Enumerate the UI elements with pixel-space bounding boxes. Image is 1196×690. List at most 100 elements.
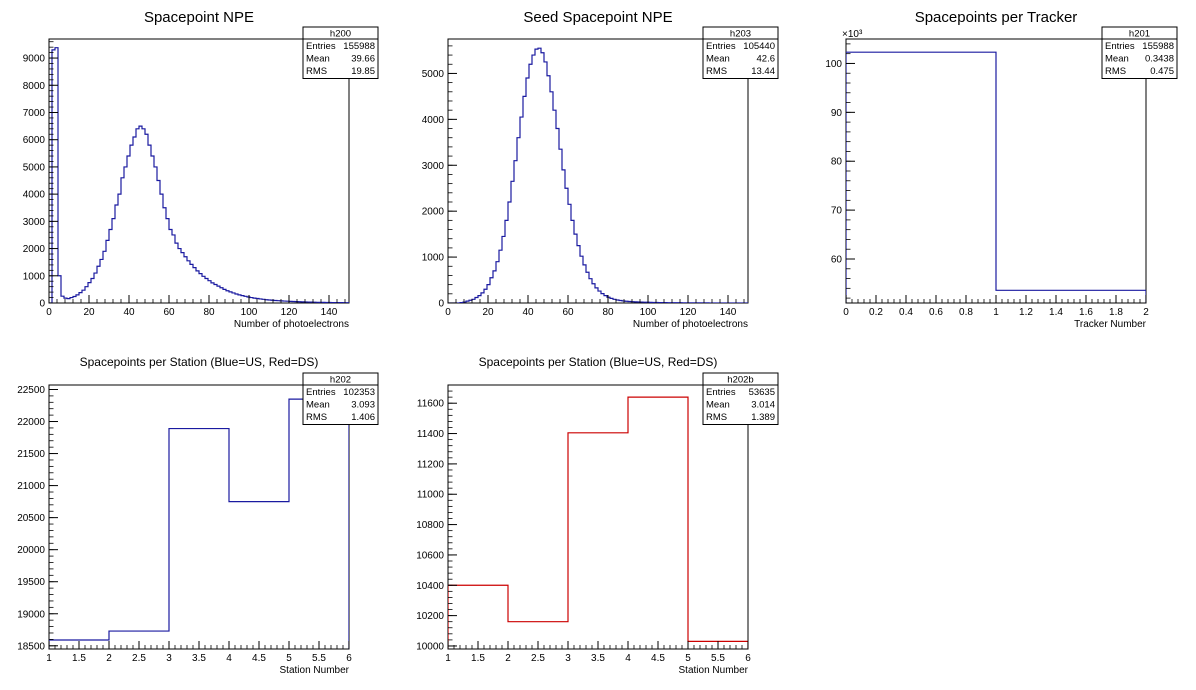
x-tick-label: 0.4 — [899, 307, 913, 318]
x-tick-label: 40 — [522, 307, 534, 318]
y-tick-label: 10000 — [416, 641, 444, 652]
y-tick-label: 10800 — [416, 520, 444, 531]
x-tick-label: 1.5 — [72, 653, 86, 664]
y-tick-label: 100 — [825, 59, 842, 70]
x-tick-label: 1 — [46, 653, 52, 664]
chart-seednpe: Seed Spacepoint NPE010002000300040005000… — [422, 9, 779, 330]
x-tick-label: 6 — [745, 653, 751, 664]
x-tick-label: 2.5 — [132, 653, 146, 664]
y-tick-label: 2000 — [23, 244, 46, 255]
x-tick-label: 100 — [640, 307, 657, 318]
chart-title: Spacepoints per Tracker — [915, 9, 1078, 26]
x-tick-label: 1 — [445, 653, 451, 664]
y-tick-label: 1000 — [422, 253, 445, 264]
y-tick-label: 11200 — [417, 459, 445, 470]
stats-key: RMS — [706, 66, 727, 77]
y-tick-label: 8000 — [23, 81, 46, 92]
chart-title: Spacepoints per Station (Blue=US, Red=DS… — [479, 355, 718, 369]
x-tick-label: 140 — [720, 307, 737, 318]
x-axis-label: Station Number — [679, 665, 749, 676]
stats-key: RMS — [706, 412, 727, 423]
y-tick-label: 21500 — [17, 449, 45, 460]
stats-key: Entries — [706, 41, 736, 52]
stats-box-frame — [702, 372, 779, 425]
x-tick-label: 80 — [602, 307, 614, 318]
stats-box-name: h201 — [1129, 29, 1150, 40]
stats-key: Mean — [706, 54, 730, 65]
stats-key: Entries — [306, 387, 336, 398]
x-tick-label: 3 — [565, 653, 571, 664]
x-tick-label: 0.2 — [869, 307, 883, 318]
plot-frame — [48, 38, 350, 304]
chart-title: Seed Spacepoint NPE — [523, 9, 672, 26]
y-tick-label: 21000 — [17, 481, 45, 492]
stats-value: 0.3438 — [1145, 54, 1174, 65]
y-tick-label: 7000 — [23, 108, 46, 119]
x-tick-label: 2 — [505, 653, 511, 664]
x-tick-label: 1.4 — [1049, 307, 1063, 318]
x-tick-label: 120 — [281, 307, 298, 318]
stats-box-frame — [1101, 26, 1178, 79]
y-tick-label: 2000 — [422, 207, 445, 218]
x-tick-label: 40 — [123, 307, 135, 318]
y-tick-label: 20500 — [17, 513, 45, 524]
chart-title: Spacepoint NPE — [144, 9, 254, 26]
stats-key: RMS — [306, 66, 327, 77]
y-tick-label: 5000 — [422, 69, 445, 80]
stats-key: Entries — [1105, 41, 1135, 52]
x-tick-label: 60 — [163, 307, 175, 318]
chart-title: Spacepoints per Station (Blue=US, Red=DS… — [80, 355, 319, 369]
y-tick-label: 18500 — [17, 641, 45, 652]
x-axis-label: Station Number — [280, 665, 350, 676]
chart-stationDS: Spacepoints per Station (Blue=US, Red=DS… — [416, 355, 779, 676]
stats-value: 105440 — [743, 41, 775, 52]
stats-value: 3.014 — [751, 400, 775, 411]
stats-key: Mean — [1105, 54, 1129, 65]
x-tick-label: 0.8 — [959, 307, 973, 318]
stats-value: 39.66 — [351, 54, 375, 65]
x-tick-label: 0.6 — [929, 307, 943, 318]
y-tick-label: 22500 — [17, 385, 45, 396]
stats-value: 155988 — [1142, 41, 1174, 52]
stats-key: Mean — [306, 54, 330, 65]
x-tick-label: 2 — [106, 653, 112, 664]
stats-box-name: h200 — [330, 29, 351, 40]
chart-tracker: Spacepoints per Tracker 60 70 80 90 100 0 0.2 0.… — [825, 9, 1178, 330]
x-tick-label: 4.5 — [651, 653, 665, 664]
axis-exponent: ×10³ — [842, 29, 863, 40]
y-tick-label: 0 — [39, 299, 45, 310]
y-tick-label: 1000 — [23, 271, 46, 282]
y-tick-label: 0 — [438, 299, 444, 310]
x-tick-label: 2 — [1143, 307, 1149, 318]
stats-box-name: h202b — [727, 375, 753, 386]
stats-key: Entries — [706, 387, 736, 398]
histogram-series — [846, 51, 1146, 303]
stats-key: Entries — [306, 41, 336, 52]
y-tick-label: 10600 — [416, 550, 444, 561]
x-tick-label: 120 — [680, 307, 697, 318]
y-tick-label: 3000 — [23, 217, 46, 228]
histogram-series — [49, 47, 349, 303]
x-axis-label: Number of photoelectrons — [633, 319, 748, 330]
y-tick-label: 5000 — [23, 162, 46, 173]
x-tick-label: 5 — [286, 653, 292, 664]
stats-value: 155988 — [343, 41, 375, 52]
chart-stationUS: Spacepoints per Station (Blue=US, Red=DS… — [17, 355, 379, 676]
stats-value: 1.389 — [751, 412, 775, 423]
y-tick-label: 11600 — [417, 399, 445, 410]
x-tick-label: 80 — [203, 307, 215, 318]
stats-value: 1.406 — [351, 412, 375, 423]
stats-value: 53635 — [749, 387, 775, 398]
y-tick-label: 9000 — [23, 54, 46, 65]
stats-box-frame — [702, 26, 779, 79]
stats-box-frame — [302, 372, 379, 425]
stats-box-name: h202 — [330, 375, 351, 386]
stats-value: 19.85 — [351, 66, 375, 77]
x-tick-label: 4 — [625, 653, 631, 664]
x-tick-label: 4.5 — [252, 653, 266, 664]
x-axis-label: Tracker Number — [1074, 319, 1147, 330]
stats-value: 3.093 — [351, 400, 375, 411]
